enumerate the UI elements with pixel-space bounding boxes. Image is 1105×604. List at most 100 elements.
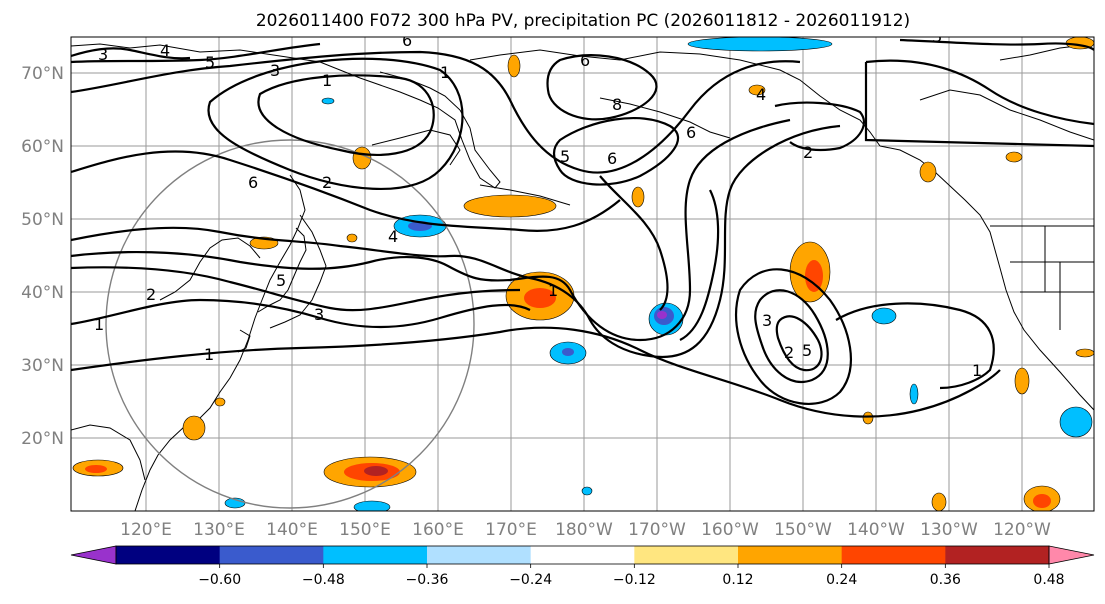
precip-patch-neg	[871, 307, 897, 325]
map-frame: 3 4 6 5 3 1 1 6 8 6 4 6 5 2 2 3 6 2 4 5	[70, 27, 1095, 512]
contour-line	[71, 150, 621, 232]
contour-line	[734, 268, 852, 405]
precip-core-pos	[805, 260, 823, 292]
contour-line	[257, 74, 435, 156]
contour-label: 6	[402, 31, 412, 50]
contour-line	[775, 315, 823, 372]
precip-patch-pos	[1005, 151, 1023, 163]
precip-patch-pos	[1075, 348, 1094, 358]
contour-label: 2	[322, 173, 332, 192]
contour-label: 5	[205, 53, 215, 72]
contour-label: 1	[972, 361, 982, 380]
contour-line	[864, 62, 1094, 148]
precip-core-pos	[524, 288, 556, 308]
precipitation-shading	[72, 37, 1094, 511]
contour-line	[865, 59, 1094, 126]
precip-patch-neg	[321, 97, 335, 105]
contour-label: 6	[607, 149, 617, 168]
lat-label: 50°N	[21, 210, 64, 230]
colorbar-tick-label: −0.48	[302, 572, 345, 588]
contour-line	[71, 42, 321, 64]
coast-alaska	[469, 49, 881, 206]
contour-label: 4	[160, 41, 170, 60]
colorbar-segment	[738, 546, 843, 564]
contour-line	[679, 189, 720, 341]
contour-label: 4	[756, 85, 766, 104]
contour-label: 2	[803, 143, 813, 162]
colorbar-extend-high	[1048, 545, 1095, 565]
contour-label: 2	[784, 343, 794, 362]
contour-labels: 3 4 6 5 3 1 1 6 8 6 4 6 5 2 2 3 6 2 4 5	[94, 27, 982, 380]
negative-precip-patches	[224, 37, 1093, 511]
contour-label: 6	[580, 51, 590, 70]
contour-line	[599, 175, 669, 311]
lon-label: 160°W	[701, 520, 759, 540]
colorbar-tick-label: −0.24	[509, 572, 552, 588]
precip-patch-neg	[581, 486, 593, 496]
precip-patch-pos	[463, 194, 557, 218]
contour-line	[207, 57, 464, 191]
precip-patch-pos	[748, 84, 766, 96]
lon-label: 130°E	[193, 520, 245, 540]
precip-patch-pos	[862, 411, 874, 425]
contour-label: 6	[248, 173, 258, 192]
lon-label: 150°W	[774, 520, 832, 540]
precip-core-strong	[364, 466, 388, 476]
longitude-labels: 120°E 130°E 140°E 150°E 160°E 170°E 180°…	[120, 520, 1051, 540]
contour-line	[71, 326, 1001, 418]
precip-patch-pos	[631, 186, 645, 208]
contour-label: 5	[802, 341, 812, 360]
colorbar-segment	[945, 546, 1050, 564]
contour-label: 5	[560, 147, 570, 166]
lat-label: 70°N	[21, 64, 64, 84]
precip-patch-neg	[687, 37, 833, 52]
contour-label: 5	[276, 271, 286, 290]
contour-label: 1	[94, 315, 104, 334]
precip-patch-neg	[1059, 406, 1093, 438]
contour-label: 3	[314, 305, 324, 324]
colorbar-tick-label: 0.48	[1033, 572, 1064, 588]
contour-label: 8	[612, 95, 622, 114]
positive-precip-patches	[72, 37, 1094, 511]
precip-patch-pos	[919, 161, 937, 183]
lat-label: 60°N	[21, 137, 64, 157]
lat-label: 30°N	[21, 356, 64, 376]
colorbar-segment	[427, 546, 532, 564]
contour-label: 1	[322, 71, 332, 90]
colorbar-tick-label: 0.12	[722, 572, 753, 588]
contour-line	[71, 118, 791, 342]
precip-patch-pos	[182, 415, 206, 441]
colorbar-segment	[323, 546, 428, 564]
precip-patch-pos	[507, 54, 521, 78]
colorbar-segment	[219, 546, 324, 564]
pv-contours	[71, 38, 1094, 418]
contour-label: 6	[686, 123, 696, 142]
lon-label: 180°W	[555, 520, 613, 540]
map-title: 2026011400 F072 300 hPa PV, precipitatio…	[256, 11, 910, 31]
precip-core-strong-neg	[657, 311, 667, 319]
map-border	[70, 36, 1095, 512]
state-borders	[990, 225, 1094, 330]
contour-line	[552, 116, 680, 186]
range-circle	[105, 139, 475, 509]
contour-label: 3	[932, 27, 942, 46]
contour-line	[71, 50, 801, 174]
lon-label: 170°E	[485, 520, 537, 540]
precip-core-pos	[85, 465, 107, 473]
colorbar-tick-label: −0.36	[406, 572, 449, 588]
contour-line	[71, 266, 521, 312]
colorbar-extend-low	[70, 545, 117, 565]
lat-label: 40°N	[21, 283, 64, 303]
precip-core-pos	[1033, 494, 1051, 508]
precip-core-neg	[562, 348, 574, 356]
lon-label: 140°E	[266, 520, 318, 540]
precip-patch-neg	[353, 500, 391, 511]
precip-patch-pos	[1014, 367, 1030, 395]
coast-asia	[71, 43, 501, 511]
contour-label: 3	[762, 311, 772, 330]
contour-line	[546, 54, 658, 121]
colorbar: −0.60 −0.48 −0.36 −0.24 −0.12 0.12 0.24 0.36 0.4…	[70, 545, 1095, 588]
lon-label: 130°W	[920, 520, 978, 540]
colorbar-border	[115, 545, 1050, 565]
lon-label: 120°E	[120, 520, 172, 540]
